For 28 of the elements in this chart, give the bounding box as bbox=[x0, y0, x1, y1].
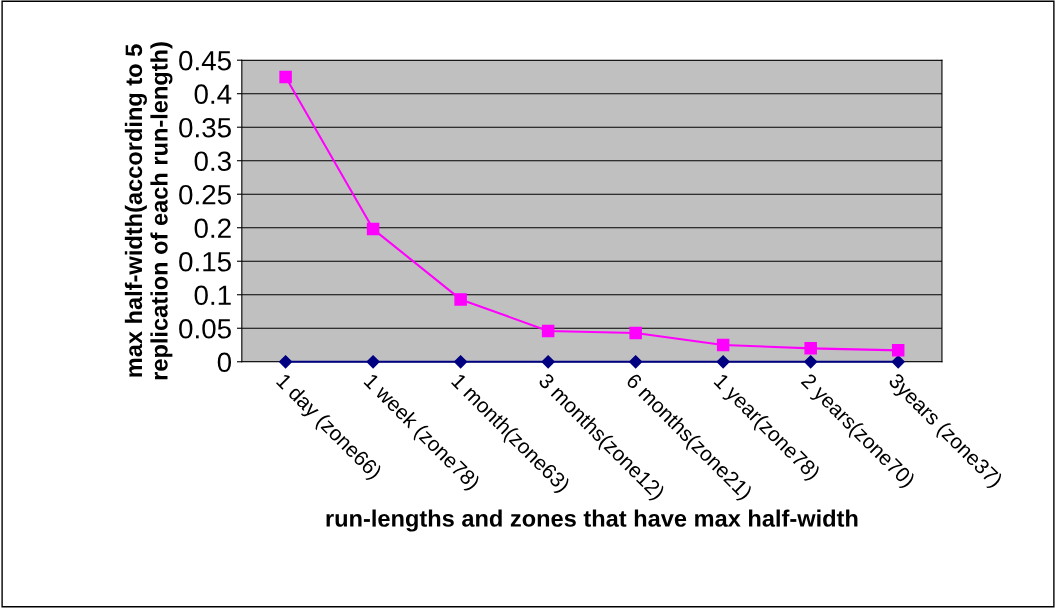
point bbox=[804, 342, 817, 355]
point bbox=[279, 70, 292, 84]
point bbox=[629, 326, 642, 340]
y-tick-label: 0.1 bbox=[194, 285, 231, 306]
y-tick-label: 0.3 bbox=[194, 151, 231, 172]
y-tick-label: 0.25 bbox=[179, 184, 231, 205]
point bbox=[804, 355, 818, 369]
y-tick-label: 0 bbox=[217, 352, 232, 373]
y-tick-label: 0.15 bbox=[179, 251, 231, 272]
y-tick-label: 0.05 bbox=[179, 318, 231, 339]
point bbox=[891, 355, 905, 369]
y-tick-label: 0.2 bbox=[194, 218, 231, 239]
point bbox=[716, 338, 730, 352]
y-axis-title: max half-width(according to 5 replication of each run-length) bbox=[124, 42, 173, 380]
y-tick-label: 0.35 bbox=[179, 117, 231, 138]
point bbox=[716, 355, 730, 369]
point bbox=[541, 355, 555, 369]
point bbox=[454, 293, 467, 306]
point bbox=[541, 324, 555, 338]
point bbox=[891, 344, 905, 357]
point bbox=[454, 355, 468, 369]
point bbox=[366, 222, 380, 236]
y-tick-label: 0.4 bbox=[194, 84, 232, 105]
y-tick-label: 0.45 bbox=[179, 50, 231, 71]
point bbox=[366, 355, 380, 369]
point bbox=[629, 355, 643, 369]
point bbox=[278, 355, 293, 369]
x-axis-title: run-lengths and zones that have max half-width bbox=[326, 509, 858, 532]
